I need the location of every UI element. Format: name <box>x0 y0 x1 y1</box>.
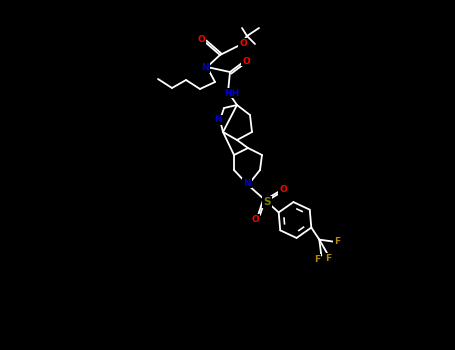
Text: O: O <box>251 215 259 224</box>
Text: F: F <box>334 237 340 246</box>
Text: O: O <box>242 56 250 65</box>
Text: S: S <box>263 197 271 207</box>
Text: N: N <box>214 116 222 125</box>
Text: F: F <box>325 254 331 263</box>
Text: NH: NH <box>224 89 240 98</box>
Text: N: N <box>201 63 209 72</box>
Text: O: O <box>239 38 247 48</box>
Text: O: O <box>279 186 287 195</box>
Text: F: F <box>314 255 320 264</box>
Text: N: N <box>243 178 251 188</box>
Text: O: O <box>197 35 205 44</box>
